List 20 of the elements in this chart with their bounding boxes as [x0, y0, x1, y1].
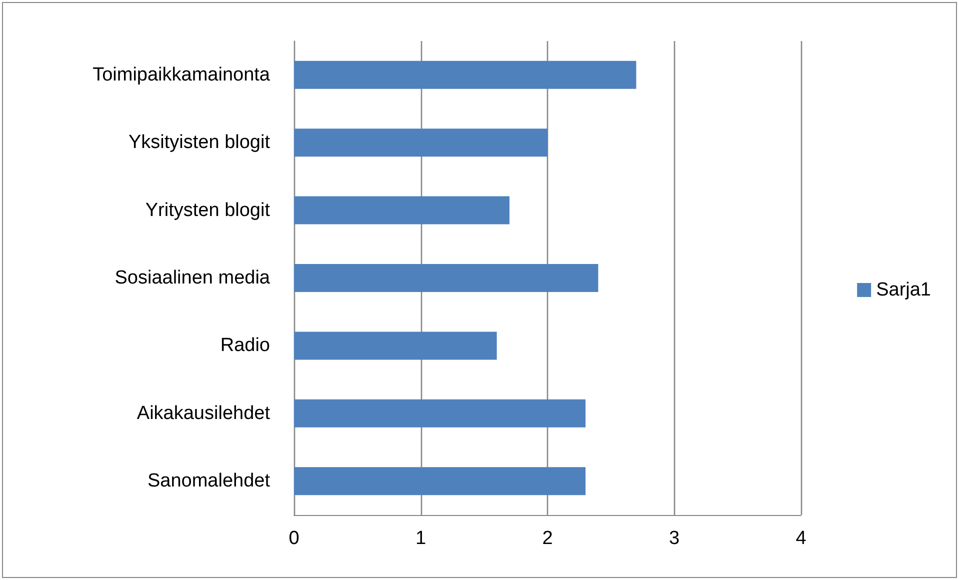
bar	[294, 196, 510, 224]
y-tick-label: Yksityisten blogit	[128, 132, 271, 154]
y-tick-label: Sosiaalinen media	[114, 268, 270, 288]
y-tick-label: Aikakausilehdet	[136, 402, 271, 424]
bar	[294, 128, 548, 157]
bar	[294, 332, 497, 360]
x-tick-label: 1	[415, 528, 426, 549]
y-tick-label: Radio	[220, 335, 270, 356]
bar	[294, 467, 586, 496]
x-tick-label: 4	[796, 528, 807, 549]
bar	[294, 264, 598, 292]
legend-label: Sarja1	[876, 280, 931, 300]
y-tick-label: Sanomalehdet	[147, 470, 271, 492]
x-tick-label: 3	[668, 528, 680, 549]
x-tick-label: 0	[288, 528, 300, 549]
bar	[294, 60, 636, 89]
bar	[294, 399, 586, 428]
y-tick-label: Yritysten blogit	[145, 200, 271, 221]
x-tick-label: 2	[542, 528, 553, 549]
y-tick-label: Toimipaikkamainonta	[92, 64, 270, 86]
